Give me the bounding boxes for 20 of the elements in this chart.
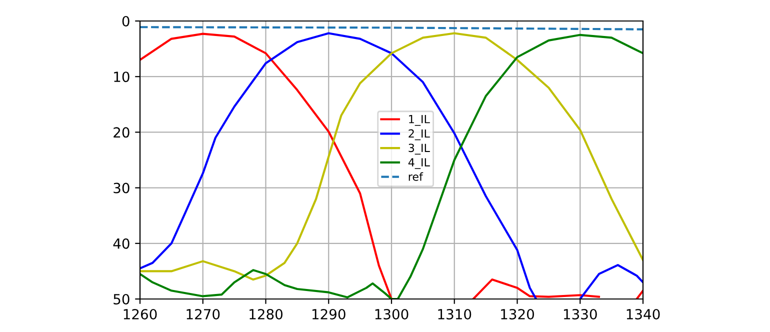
y-tick-label: 10 [114, 72, 130, 82]
x-tick-label: 1300 [375, 308, 408, 320]
legend-label: 1_IL [409, 115, 430, 126]
x-tick-label: 1270 [186, 308, 220, 320]
x-tick-label: 1320 [501, 308, 534, 320]
legend-label: ref [408, 172, 424, 181]
x-tick-label: 1280 [250, 308, 282, 320]
legend-label: 4_IL [408, 158, 430, 169]
x-tick-label: 1330 [564, 308, 597, 320]
x-tick-label: 1310 [438, 308, 472, 320]
x-tick-label: 1290 [312, 308, 346, 320]
y-tick-label: 0 [122, 16, 130, 26]
y-tick-label: 50 [114, 294, 130, 304]
x-tick-label: 1340 [626, 308, 660, 320]
y-tick-label: 40 [113, 238, 130, 249]
legend-label: 2_IL [408, 129, 430, 140]
legend-label: 3_IL [408, 144, 430, 155]
y-tick-label: 30 [114, 182, 130, 194]
x-tick-label: 1260 [124, 308, 157, 320]
y-tick-label: 20 [114, 127, 130, 138]
